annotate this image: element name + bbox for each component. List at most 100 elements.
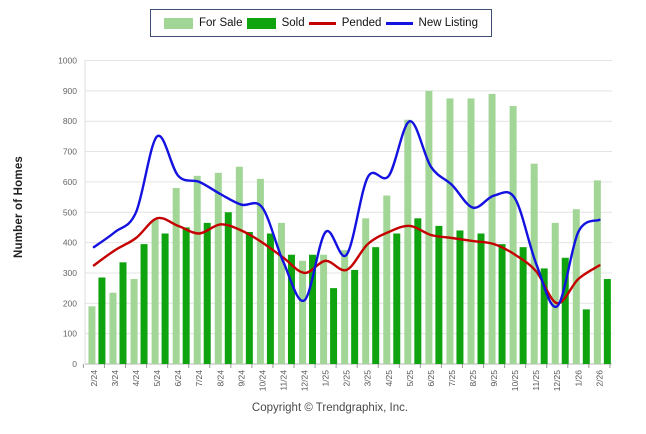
bar-for-sale-2-24 (88, 306, 96, 364)
x-tick-label: 10/25 (510, 370, 520, 392)
x-tick-label: 2/25 (342, 370, 352, 387)
y-tick-label: 500 (63, 207, 77, 217)
bar-sold-4-25 (393, 233, 401, 364)
x-tick-label: 3/24 (110, 370, 120, 387)
legend-label-new-listing: New Listing (418, 17, 478, 29)
legend-item-pended: Pended (308, 17, 382, 29)
bar-for-sale-9-25 (488, 93, 496, 364)
bar-for-sale-1-25 (320, 254, 328, 364)
bar-for-sale-9-24 (235, 166, 243, 364)
x-tick-label: 2/24 (89, 370, 99, 387)
bar-for-sale-7-25 (446, 98, 454, 364)
for-sale-swatch-icon (164, 17, 193, 29)
bar-sold-9-24 (245, 231, 253, 364)
bar-for-sale-7-24 (193, 175, 201, 364)
bar-for-sale-5-24 (151, 219, 159, 364)
bar-sold-11-24 (287, 254, 295, 364)
bar-sold-10-24 (266, 233, 274, 364)
bar-sold-7-25 (456, 230, 464, 364)
x-tick-label: 6/25 (426, 370, 436, 387)
x-tick-label: 9/25 (489, 370, 499, 387)
y-tick-label: 700 (63, 147, 77, 157)
x-tick-label: 4/25 (384, 370, 394, 387)
legend-label-for-sale: For Sale (199, 17, 243, 29)
bar-sold-8-25 (477, 233, 485, 364)
x-tick-label: 11/24 (278, 370, 288, 391)
x-tick-label: 2/26 (594, 370, 604, 387)
bar-sold-12-25 (561, 257, 569, 364)
x-tick-label: 5/24 (152, 370, 162, 387)
x-tick-label: 6/24 (173, 370, 183, 387)
bar-sold-6-24 (182, 227, 190, 364)
y-tick-label: 200 (63, 298, 77, 308)
bar-sold-3-24 (119, 262, 127, 364)
y-tick-label: 0 (72, 359, 77, 369)
legend: For Sale Sold Pended New Listing (150, 9, 492, 37)
bar-sold-12-24 (309, 254, 317, 364)
legend-item-sold: Sold (246, 17, 305, 29)
bar-sold-1-25 (330, 288, 338, 364)
bar-for-sale-6-24 (172, 187, 180, 364)
y-tick-label: 1000 (58, 56, 77, 66)
bar-for-sale-8-24 (214, 172, 222, 364)
legend-item-for-sale: For Sale (164, 17, 242, 29)
bar-sold-9-25 (498, 244, 506, 364)
line-pended (92, 216, 601, 305)
bar-sold-5-25 (414, 218, 422, 364)
bar-for-sale-5-25 (404, 119, 412, 365)
bar-for-sale-12-25 (551, 222, 559, 364)
bar-for-sale-11-25 (530, 163, 538, 364)
bar-for-sale-4-25 (383, 195, 391, 364)
bar-for-sale-3-24 (109, 292, 117, 364)
x-tick-label: 1/26 (573, 370, 583, 387)
x-tick-label: 12/25 (552, 370, 562, 392)
y-tick-label: 900 (63, 86, 77, 96)
bar-sold-3-25 (372, 247, 380, 364)
bar-for-sale-12-24 (299, 260, 307, 364)
bar-for-sale-1-26 (572, 209, 580, 364)
bar-for-sale-10-24 (256, 178, 264, 364)
y-axis-title: Number of Homes (13, 155, 25, 259)
x-tick-label: 12/24 (300, 370, 310, 392)
bar-for-sale-10-25 (509, 106, 517, 365)
y-tick-label: 100 (63, 329, 77, 339)
legend-label-pended: Pended (341, 17, 382, 29)
x-tick-label: 7/25 (447, 370, 457, 387)
bar-sold-5-24 (161, 233, 169, 364)
line-new-listing (92, 120, 601, 308)
x-tick-label: 5/25 (405, 370, 415, 387)
bar-sold-4-24 (140, 244, 148, 364)
pended-line-swatch-icon (308, 21, 336, 25)
bar-for-sale-8-25 (467, 98, 475, 364)
copyright-text: Copyright © Trendgraphix, Inc. (251, 402, 409, 414)
bar-sold-6-25 (435, 225, 443, 364)
x-tick-label: 11/25 (531, 370, 541, 391)
bar-sold-11-25 (540, 268, 548, 364)
y-tick-label: 300 (63, 268, 77, 278)
bar-sold-1-26 (582, 309, 590, 364)
y-tick-label: 800 (63, 116, 77, 126)
x-tick-label: 7/24 (194, 370, 204, 387)
bar-sold-2-26 (603, 279, 611, 364)
x-tick-label: 3/25 (363, 370, 373, 387)
bar-for-sale-11-24 (277, 222, 285, 364)
bar-for-sale-2-26 (593, 180, 601, 364)
x-tick-label: 8/24 (215, 370, 225, 387)
x-tick-label: 1/25 (321, 370, 331, 387)
x-tick-label: 4/24 (131, 370, 141, 387)
sold-swatch-icon (246, 17, 276, 29)
y-tick-label: 400 (63, 238, 77, 248)
bar-sold-7-24 (203, 222, 211, 364)
bar-for-sale-2-25 (341, 250, 349, 364)
bar-sold-2-25 (351, 269, 359, 364)
bar-for-sale-3-25 (362, 218, 370, 364)
bar-for-sale-6-25 (425, 90, 433, 364)
bar-sold-2-24 (98, 277, 106, 364)
y-tick-label: 600 (63, 177, 77, 187)
x-tick-label: 10/24 (257, 370, 267, 392)
bar-for-sale-4-24 (130, 279, 138, 364)
x-tick-label: 9/24 (236, 370, 246, 387)
bar-sold-10-25 (519, 247, 527, 364)
